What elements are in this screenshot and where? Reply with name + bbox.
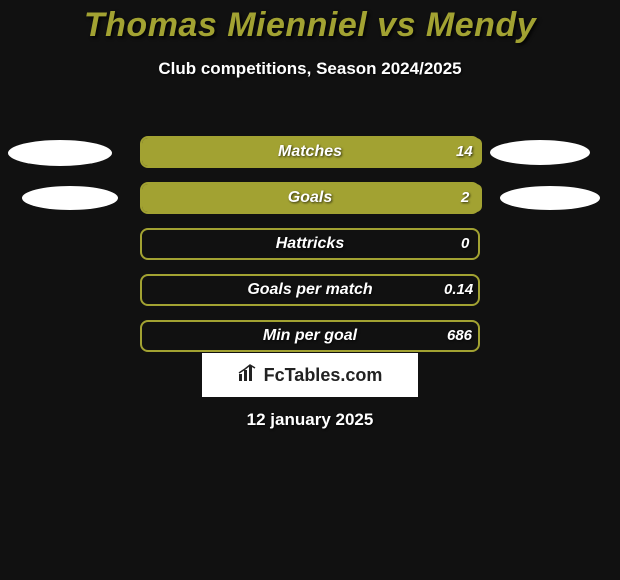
brand-text: FcTables.com (264, 365, 383, 386)
left-ellipse (8, 140, 112, 166)
stat-value: 2 (461, 182, 469, 214)
stat-row: Goals2 (0, 182, 620, 214)
stat-row: Matches14 (0, 136, 620, 168)
stat-label: Matches (140, 136, 480, 168)
left-ellipse (22, 186, 118, 210)
right-ellipse (490, 140, 590, 165)
snapshot-date: 12 january 2025 (0, 410, 620, 430)
stat-value: 0 (461, 228, 469, 260)
bar-chart-icon (238, 364, 260, 387)
stat-label: Goals per match (140, 274, 480, 306)
comparison-title: Thomas Mienniel vs Mendy (0, 0, 620, 45)
stat-row: Min per goal686 (0, 320, 620, 352)
stat-value: 14 (456, 136, 473, 168)
stat-value: 0.14 (444, 274, 473, 306)
stat-label: Hattricks (140, 228, 480, 260)
stat-row: Goals per match0.14 (0, 274, 620, 306)
stat-value: 686 (447, 320, 472, 352)
brand-box: FcTables.com (202, 353, 418, 397)
right-ellipse (500, 186, 600, 210)
comparison-subtitle: Club competitions, Season 2024/2025 (0, 59, 620, 79)
stat-label: Min per goal (140, 320, 480, 352)
stat-label: Goals (140, 182, 480, 214)
stat-row: Hattricks0 (0, 228, 620, 260)
